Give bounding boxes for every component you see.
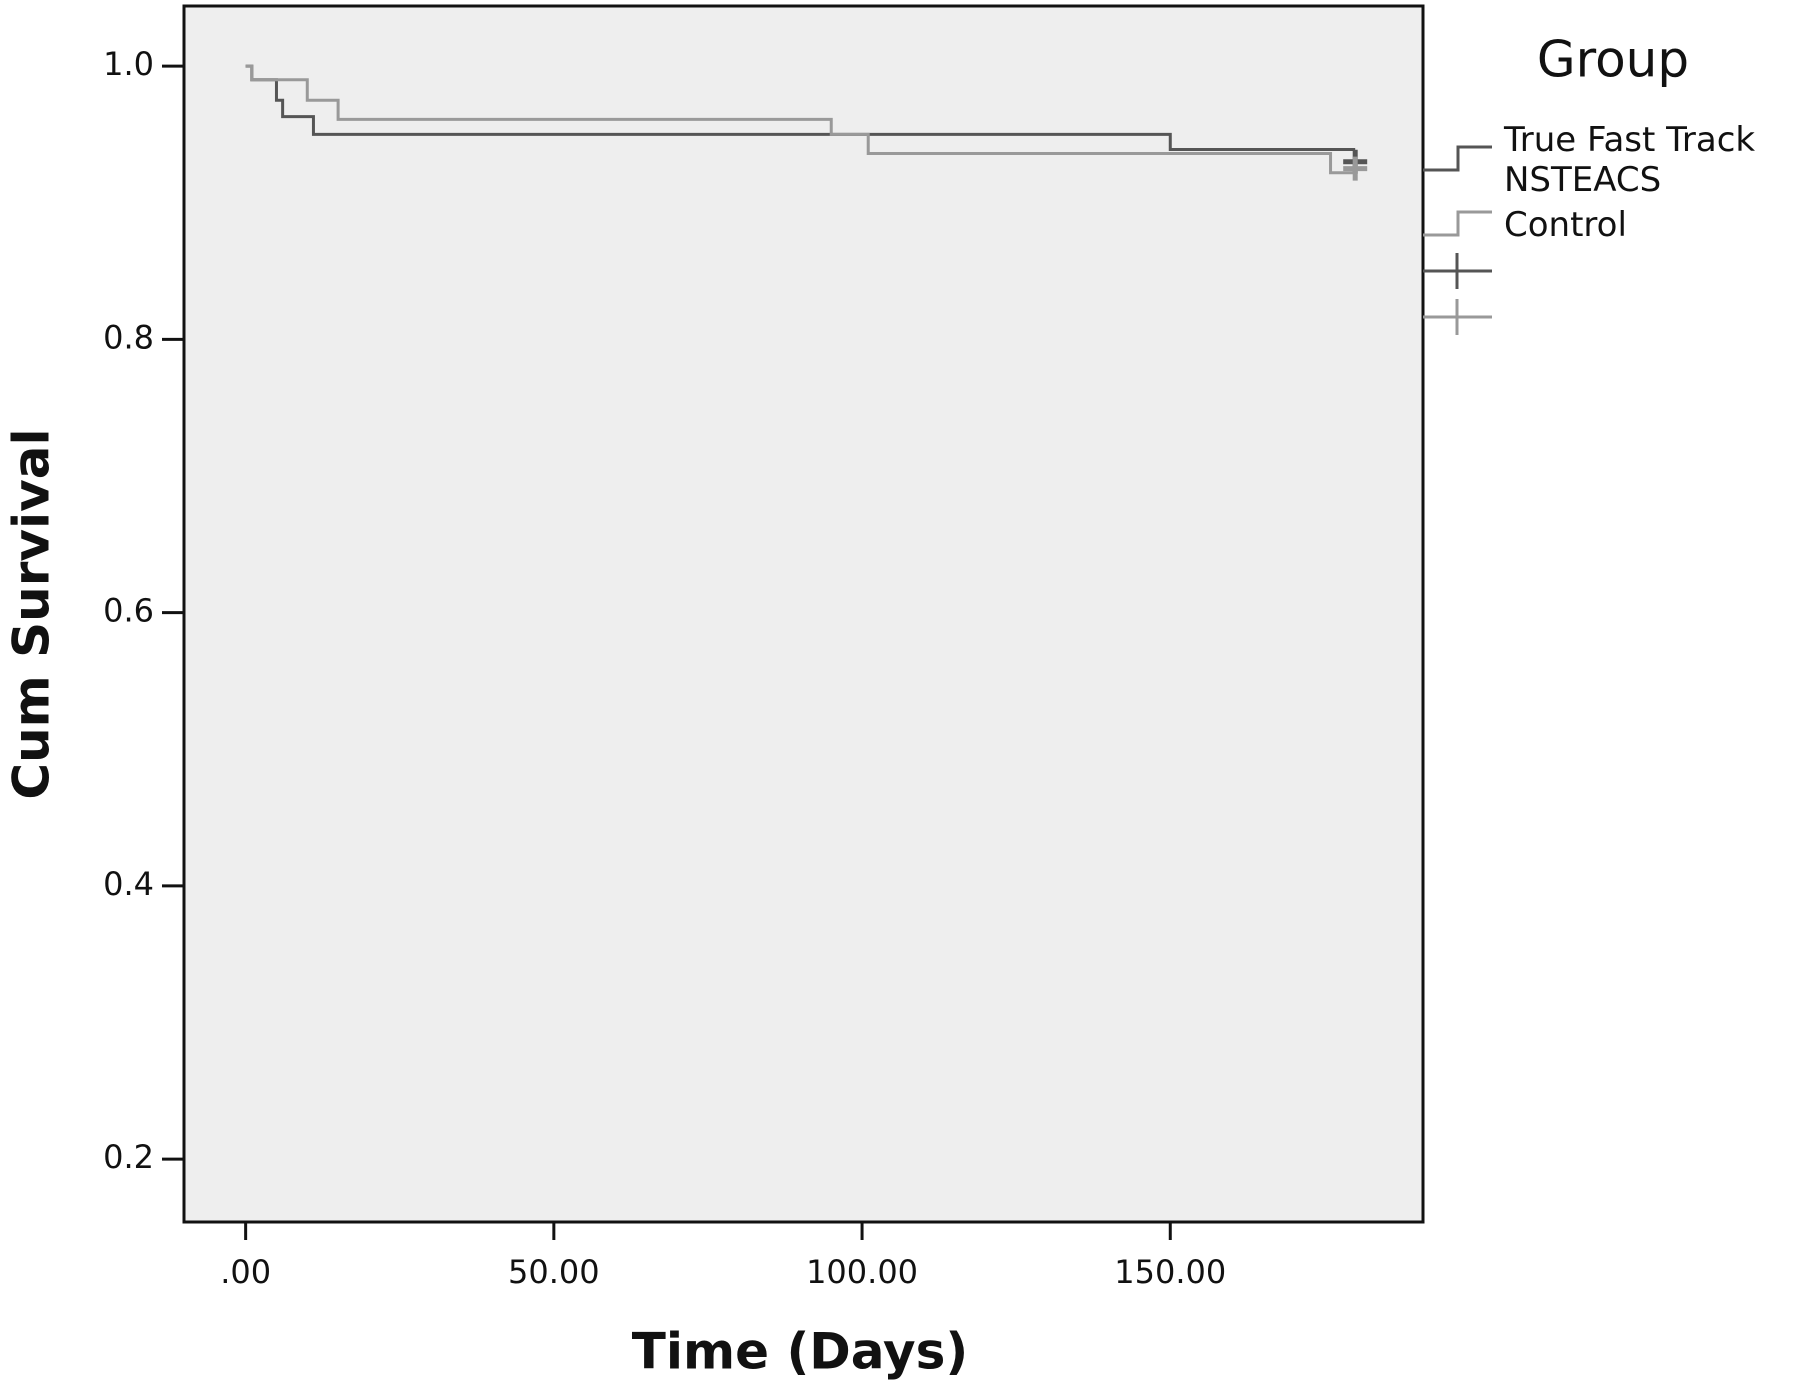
x-axis-title: Time (Days) [632, 1323, 968, 1381]
legend-title: Group [1537, 31, 1689, 89]
x-tick-label: .00 [220, 1253, 271, 1291]
legend-censor [1423, 253, 1492, 289]
y-tick-label: 0.6 [103, 592, 154, 630]
legend-label: Control [1504, 205, 1627, 245]
censor-mark [1343, 156, 1368, 181]
y-tick-label: 0.8 [103, 318, 154, 356]
x-tick-label: 100.00 [806, 1253, 918, 1291]
y-tick-label: 0.2 [103, 1138, 154, 1176]
legend-line [1423, 145, 1492, 172]
y-tick-label: 1.0 [103, 45, 154, 83]
x-tick-label: 150.00 [1114, 1253, 1226, 1291]
y-tick-label: 0.4 [103, 865, 154, 903]
survival-line [245, 64, 1356, 175]
plot-area [182, 4, 1425, 1224]
x-tick-label: 50.00 [508, 1253, 600, 1291]
y-axis-title: Cum Survival [3, 428, 61, 799]
legend-line [1423, 210, 1492, 237]
legend-label: True Fast Track NSTEACS [1504, 120, 1756, 200]
legend-censor [1423, 299, 1492, 335]
